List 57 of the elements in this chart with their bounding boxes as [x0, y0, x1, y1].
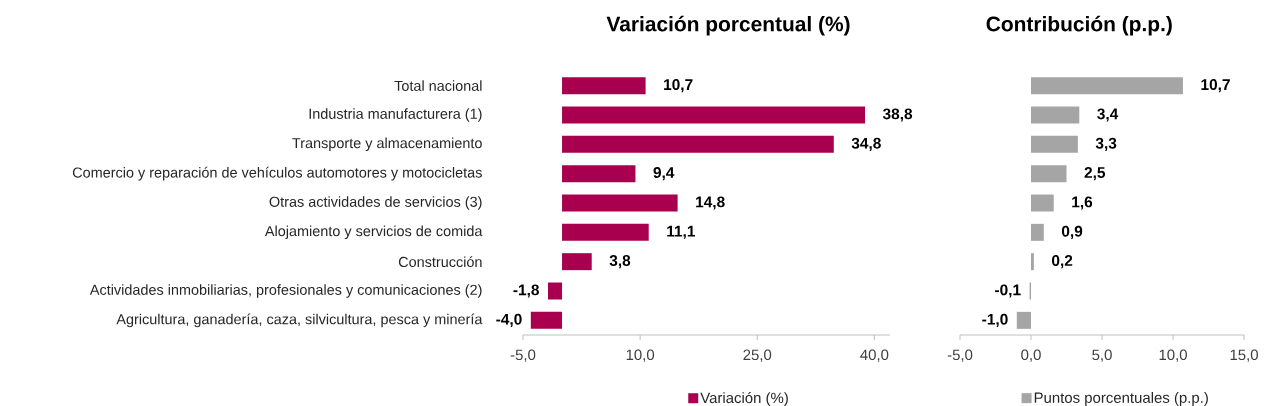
bar	[1016, 311, 1032, 329]
x-tick-label: 10,0	[626, 349, 655, 362]
data-label: -4,0	[496, 313, 522, 327]
data-label: 11,1	[667, 225, 696, 239]
y-tick-label: Comercio y reparación de vehículos automotores y motocicletas	[72, 166, 482, 181]
bar	[562, 253, 592, 271]
y-tick-label: Alojamiento y servicios de comida	[264, 225, 483, 240]
bar	[1031, 135, 1078, 153]
data-label: 14,8	[696, 196, 725, 210]
x-tick-label: 0,0	[1021, 349, 1041, 362]
data-label: 34,8	[851, 137, 881, 151]
bar	[1031, 223, 1044, 241]
data-label: -0,1	[995, 284, 1021, 298]
data-label: 1,6	[1072, 196, 1093, 210]
y-tick-label: Transporte y almacenamiento	[292, 137, 482, 152]
bar	[562, 194, 678, 212]
data-label: 2,5	[1084, 167, 1106, 181]
y-tick-label: Total nacional	[394, 80, 482, 91]
bar	[1031, 106, 1080, 124]
data-label: 9,4	[653, 167, 675, 181]
x-tick-label: 10,0	[1159, 349, 1187, 362]
legend-label: Variación (%)	[700, 391, 788, 406]
data-label: 3,4	[1097, 108, 1119, 122]
bar	[547, 282, 563, 300]
y-tick-label: Construcción	[398, 256, 482, 268]
bar	[1031, 253, 1034, 271]
y-tick-label: Actividades inmobiliarias, profesionales y comunicaciones (2)	[89, 284, 482, 298]
y-tick-label: Otras actividades de servicios (3)	[269, 196, 482, 210]
bar	[1031, 194, 1054, 212]
y-tick-label: Agricultura, ganadería, caza, silvicultura, pesca y minería	[116, 313, 483, 328]
x-tick-label: -5,0	[947, 349, 973, 362]
x-tick-label: 15,0	[1230, 349, 1258, 362]
bar	[1031, 77, 1183, 95]
bar	[1031, 165, 1067, 183]
legend-label: Puntos porcentuales (p.p.)	[1034, 391, 1208, 406]
data-label: 3,8	[609, 255, 631, 269]
data-label: 10,7	[664, 79, 693, 93]
data-label: 10,7	[1201, 79, 1230, 93]
data-label: 0,2	[1051, 255, 1073, 269]
bar	[562, 135, 834, 153]
chart-title: Contribución (p.p.)	[986, 15, 1172, 36]
bar	[562, 106, 866, 124]
data-label: 38,8	[882, 108, 913, 122]
bar	[562, 77, 646, 95]
bar	[530, 311, 563, 329]
x-tick-label: 25,0	[743, 349, 772, 362]
bar	[562, 223, 649, 241]
x-tick-label: -5,0	[510, 349, 536, 362]
data-label: 0,9	[1061, 225, 1083, 239]
bar	[562, 165, 636, 183]
chart-title: Variación porcentual (%)	[606, 15, 850, 36]
data-label: 3,3	[1095, 137, 1117, 151]
x-tick-label: 5,0	[1092, 349, 1112, 362]
x-tick-label: 40,0	[860, 349, 889, 362]
data-label: -1,8	[513, 284, 539, 298]
data-label: -1,0	[982, 313, 1008, 327]
y-tick-label: Industria manufacturera (1)	[309, 108, 482, 122]
